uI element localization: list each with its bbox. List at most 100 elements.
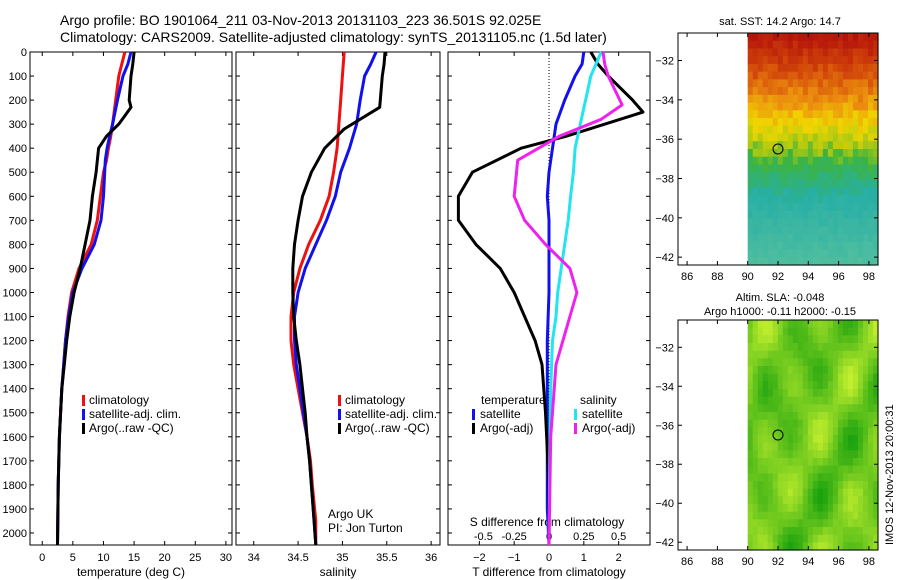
- map-cell: [792, 412, 799, 421]
- depth-tick-label: 1000: [3, 287, 27, 299]
- map-cell: [792, 234, 799, 243]
- map-y-tick-label: −36: [655, 420, 674, 432]
- map-cell: [747, 427, 754, 436]
- map-x-tick-label: 90: [742, 271, 754, 283]
- map-cell: [762, 179, 769, 189]
- map-cell: [777, 156, 784, 166]
- map-cell: [767, 40, 774, 50]
- map-cell: [822, 450, 829, 459]
- map-y-tick-label: −40: [655, 213, 674, 225]
- map-cell: [817, 527, 824, 536]
- map-cell: [757, 527, 764, 536]
- map-cell: [757, 519, 764, 528]
- map-cell: [782, 427, 789, 436]
- map-cell: [812, 56, 819, 65]
- map-cell: [792, 156, 799, 166]
- map-cell: [762, 164, 769, 173]
- map-cell: [802, 226, 809, 235]
- map-cell: [817, 187, 824, 196]
- map-cell: [847, 427, 854, 436]
- x-tick-label: 25: [189, 552, 201, 564]
- map-cell: [867, 450, 874, 459]
- map-cell: [752, 133, 759, 142]
- map-cell: [847, 527, 854, 536]
- map-cell: [867, 241, 874, 251]
- map-cell: [747, 404, 754, 413]
- map-cell: [762, 257, 769, 266]
- map-cell: [747, 249, 754, 258]
- map-cell: [772, 48, 779, 57]
- map-cell: [872, 226, 879, 235]
- map-cell: [817, 79, 824, 88]
- map-cell: [777, 458, 784, 467]
- map-cell: [857, 396, 864, 405]
- map-cell: [817, 63, 824, 73]
- map-cell: [822, 327, 829, 336]
- map-cell: [862, 473, 869, 482]
- map-cell: [822, 458, 829, 467]
- map-cell: [847, 504, 854, 513]
- map-cell: [802, 179, 809, 189]
- map-cell: [767, 234, 774, 243]
- map-cell: [762, 373, 769, 382]
- map-cell: [802, 350, 809, 359]
- map-cell: [817, 519, 824, 528]
- map-cell: [782, 381, 789, 390]
- map-cell: [802, 241, 809, 251]
- map-cell: [752, 481, 759, 490]
- map-cell: [787, 172, 794, 181]
- map-cell: [862, 519, 869, 528]
- map-cell: [837, 241, 844, 251]
- map-cell: [802, 373, 809, 382]
- map-cell: [822, 118, 829, 127]
- map-cell: [782, 133, 789, 142]
- map-cell: [832, 504, 839, 513]
- map-cell: [852, 488, 859, 497]
- map-cell: [767, 358, 774, 367]
- difference-panel: −2 −1 0 1 2T difference from climatology-0.5…: [447, 51, 651, 579]
- map-cell: [752, 465, 759, 474]
- map-cell: [837, 87, 844, 96]
- map-cell: [792, 241, 799, 251]
- map-cell: [857, 435, 864, 444]
- map-cell: [852, 203, 859, 212]
- map-cell: [762, 442, 769, 451]
- map-cell: [857, 48, 864, 57]
- map-y-tick-label: −32: [655, 342, 674, 354]
- map-cell: [872, 458, 879, 467]
- map-cell: [847, 94, 854, 104]
- map-cell: [852, 149, 859, 158]
- map-cell: [852, 102, 859, 111]
- map-cell: [852, 350, 859, 359]
- map-cell: [862, 187, 869, 196]
- map-cell: [857, 257, 864, 266]
- map-cell: [762, 249, 769, 258]
- map-cell: [857, 172, 864, 181]
- map-cell: [782, 195, 789, 204]
- map-cell: [757, 56, 764, 65]
- map-cell: [817, 56, 824, 65]
- map-cell: [862, 249, 869, 258]
- map-cell: [872, 412, 879, 421]
- depth-tick-label: 200: [9, 95, 27, 107]
- map-cell: [847, 534, 854, 543]
- map-cell: [782, 56, 789, 65]
- map-cell: [822, 542, 829, 551]
- map-cell: [772, 335, 779, 344]
- map-cell: [842, 381, 849, 390]
- map-cell: [747, 210, 754, 220]
- map-cell: [797, 427, 804, 436]
- map-cell: [847, 203, 854, 212]
- map-cell: [867, 102, 874, 111]
- map-cell: [772, 427, 779, 436]
- map-cell: [852, 527, 859, 536]
- map-cell: [767, 210, 774, 220]
- map-cell: [797, 350, 804, 359]
- map-cell: [862, 195, 869, 204]
- map-cell: [812, 203, 819, 212]
- map-cell: [762, 396, 769, 405]
- map-cell: [837, 450, 844, 459]
- map-cell: [867, 187, 874, 196]
- map-cell: [812, 94, 819, 104]
- map-cell: [802, 435, 809, 444]
